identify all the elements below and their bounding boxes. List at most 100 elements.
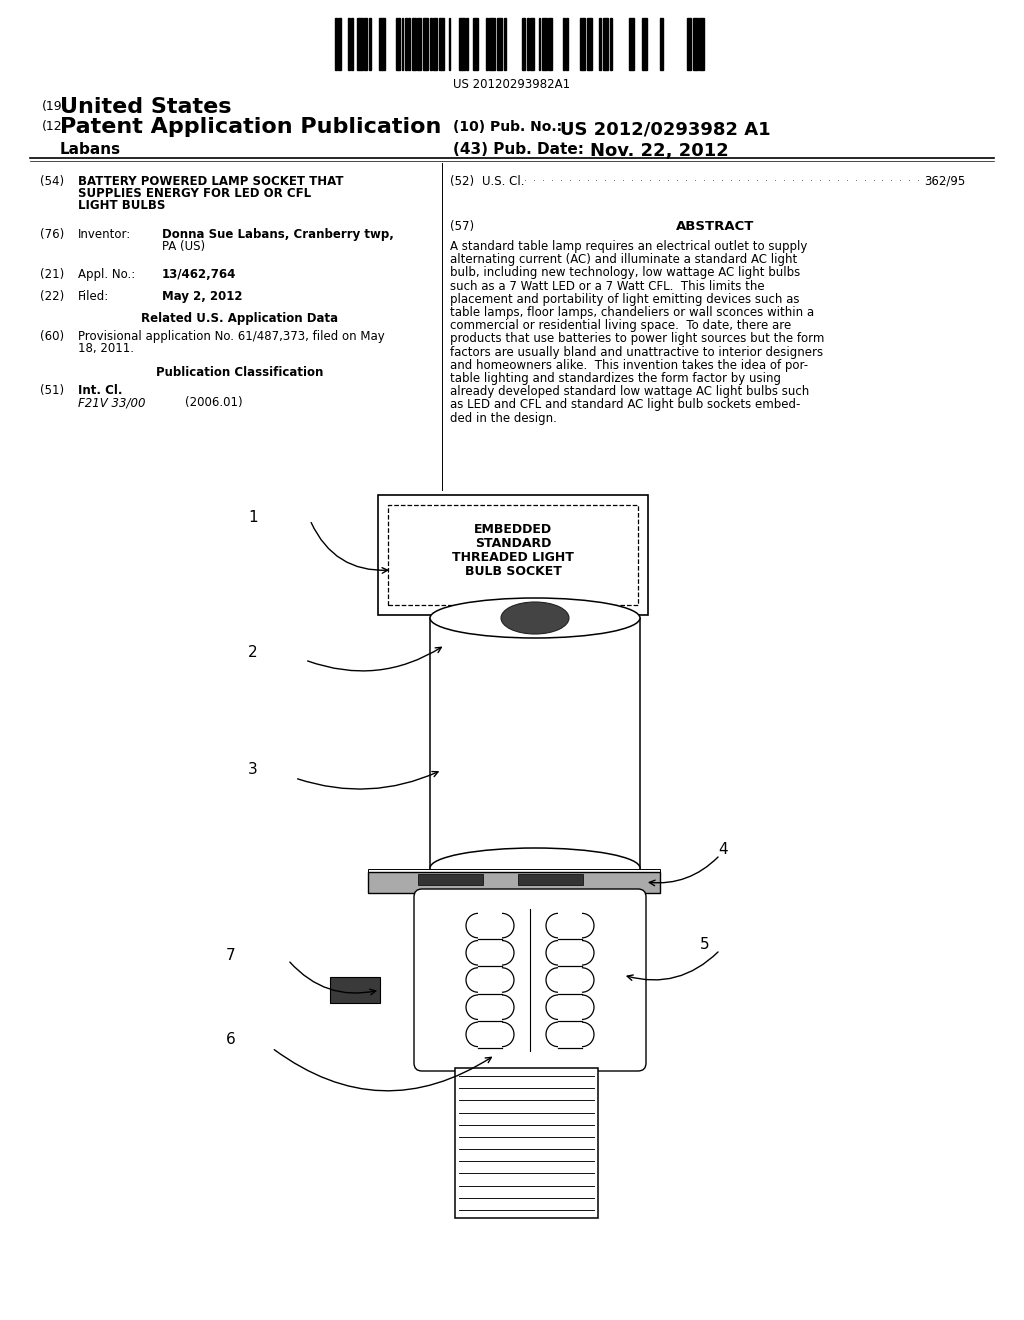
Text: BULB SOCKET: BULB SOCKET	[465, 565, 561, 578]
Bar	[642, 18, 647, 70]
Bar	[504, 18, 506, 70]
Ellipse shape	[430, 598, 640, 638]
Bar	[401, 18, 403, 70]
Text: Int. Cl.: Int. Cl.	[78, 384, 123, 397]
Text: (76): (76)	[40, 228, 65, 242]
Bar	[692, 18, 698, 70]
Text: 5: 5	[700, 937, 710, 952]
Bar	[527, 18, 528, 70]
Bar	[599, 18, 601, 70]
Text: Publication Classification: Publication Classification	[157, 366, 324, 379]
Text: United States: United States	[60, 96, 231, 117]
Bar	[489, 18, 495, 70]
Text: US 20120293982A1: US 20120293982A1	[454, 78, 570, 91]
Text: A standard table lamp requires an electrical outlet to supply: A standard table lamp requires an electr…	[450, 240, 807, 253]
Text: bulb, including new technology, low wattage AC light bulbs: bulb, including new technology, low watt…	[450, 267, 800, 280]
Text: 18, 2011.: 18, 2011.	[78, 342, 134, 355]
Bar	[460, 18, 465, 70]
Text: US 2012/0293982 A1: US 2012/0293982 A1	[560, 120, 771, 139]
Bar	[364, 18, 368, 70]
Ellipse shape	[501, 602, 569, 634]
Text: 1: 1	[248, 510, 258, 525]
Text: Provisional application No. 61/487,373, filed on May: Provisional application No. 61/487,373, …	[78, 330, 385, 343]
FancyBboxPatch shape	[414, 888, 646, 1071]
Text: (52): (52)	[450, 176, 474, 187]
Bar	[566, 18, 568, 70]
Bar	[351, 18, 352, 70]
Text: already developed standard low wattage AC light bulbs such: already developed standard low wattage A…	[450, 385, 809, 399]
Text: Appl. No.:: Appl. No.:	[78, 268, 135, 281]
Text: (51): (51)	[40, 384, 65, 397]
Bar	[563, 18, 564, 70]
Text: (2006.01): (2006.01)	[185, 396, 243, 409]
Bar	[378, 495, 648, 615]
Text: (10) Pub. No.:: (10) Pub. No.:	[453, 120, 562, 135]
Bar	[330, 977, 380, 1003]
Text: commercial or residential living space.  To date, there are: commercial or residential living space. …	[450, 319, 792, 333]
Text: 6: 6	[226, 1032, 236, 1047]
Text: (22): (22)	[40, 290, 65, 304]
Text: BATTERY POWERED LAMP SOCKET THAT: BATTERY POWERED LAMP SOCKET THAT	[78, 176, 343, 187]
Bar	[580, 18, 585, 70]
Bar	[473, 18, 478, 70]
Text: 2: 2	[248, 645, 258, 660]
Bar	[357, 18, 362, 70]
Bar	[433, 18, 437, 70]
Text: (43) Pub. Date:: (43) Pub. Date:	[453, 143, 584, 157]
Text: (12): (12)	[42, 120, 68, 133]
Bar	[404, 18, 407, 70]
Bar	[699, 18, 705, 70]
Bar	[335, 18, 337, 70]
Bar	[629, 18, 634, 70]
Bar	[368, 873, 660, 894]
Text: ded in the design.: ded in the design.	[450, 412, 557, 425]
Text: 362/95: 362/95	[924, 176, 965, 187]
Bar	[518, 874, 583, 884]
Text: 3: 3	[248, 762, 258, 777]
Bar	[603, 18, 608, 70]
Text: Related U.S. Application Data: Related U.S. Application Data	[141, 312, 339, 325]
Text: (57): (57)	[450, 220, 474, 234]
Text: Donna Sue Labans, Cranberry twp,: Donna Sue Labans, Cranberry twp,	[162, 228, 394, 242]
Text: Filed:: Filed:	[78, 290, 110, 304]
Bar	[379, 18, 384, 70]
Text: (54): (54)	[40, 176, 65, 187]
Bar	[610, 18, 612, 70]
Text: Nov. 22, 2012: Nov. 22, 2012	[590, 143, 729, 160]
Bar	[396, 18, 400, 70]
Text: table lamps, floor lamps, chandeliers or wall sconces within a: table lamps, floor lamps, chandeliers or…	[450, 306, 814, 319]
Bar	[439, 18, 444, 70]
Bar	[412, 18, 416, 70]
Text: EMBEDDED: EMBEDDED	[474, 523, 552, 536]
Bar	[417, 18, 421, 70]
Text: THREADED LIGHT: THREADED LIGHT	[452, 550, 573, 564]
Bar	[466, 18, 468, 70]
Text: PA (US): PA (US)	[162, 240, 205, 253]
Bar	[430, 18, 432, 70]
Text: 7: 7	[226, 948, 236, 964]
Bar	[455, 1068, 598, 1218]
Bar	[659, 18, 664, 70]
Text: ABSTRACT: ABSTRACT	[676, 220, 755, 234]
Text: Labans: Labans	[60, 143, 121, 157]
Bar	[418, 874, 483, 884]
Text: STANDARD: STANDARD	[475, 537, 551, 550]
Text: LIGHT BULBS: LIGHT BULBS	[78, 199, 165, 213]
Bar	[338, 18, 341, 70]
Text: F21V 33/00: F21V 33/00	[78, 396, 145, 409]
Bar	[409, 18, 410, 70]
Text: alternating current (AC) and illuminate a standard AC light: alternating current (AC) and illuminate …	[450, 253, 798, 267]
Text: table lighting and standardizes the form factor by using: table lighting and standardizes the form…	[450, 372, 781, 385]
Text: Inventor:: Inventor:	[78, 228, 131, 242]
Text: (21): (21)	[40, 268, 65, 281]
Ellipse shape	[430, 847, 640, 888]
Bar	[430, 618, 640, 869]
Bar	[423, 18, 428, 70]
Text: (19): (19)	[42, 100, 68, 114]
Text: factors are usually bland and unattractive to interior designers: factors are usually bland and unattracti…	[450, 346, 823, 359]
Text: as LED and CFL and standard AC light bulb sockets embed-: as LED and CFL and standard AC light bul…	[450, 399, 801, 412]
Bar	[530, 18, 534, 70]
Bar	[542, 18, 547, 70]
Bar	[497, 18, 502, 70]
Text: May 2, 2012: May 2, 2012	[162, 290, 243, 304]
